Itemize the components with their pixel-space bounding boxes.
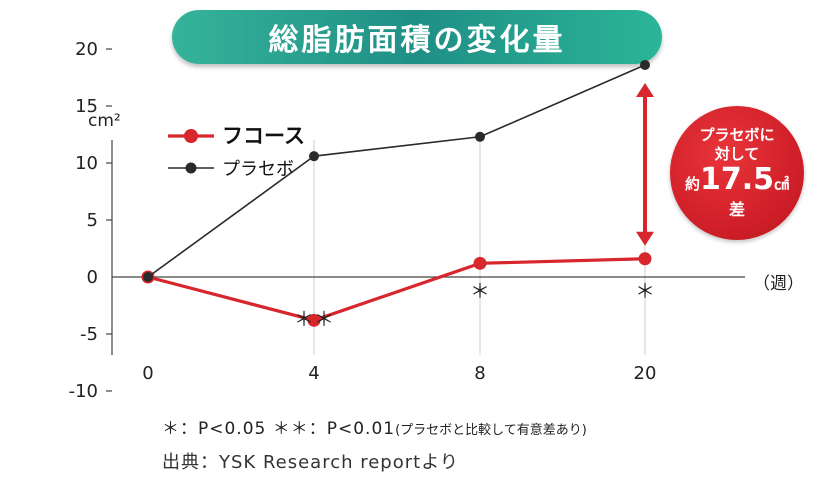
badge-unit: ㎠ — [774, 175, 790, 193]
title-banner: 総脂肪面積の変化量 — [172, 10, 662, 64]
legend-label-0: フコース — [222, 124, 305, 148]
x-tick-label: 8 — [474, 363, 485, 384]
badge-prefix: 約 — [684, 175, 700, 193]
difference-arrow-head-bottom — [636, 231, 654, 246]
legend-label-1: プラセボ — [222, 159, 294, 180]
chart-title: 総脂肪面積の変化量 — [268, 23, 566, 58]
significance-mark: ＊＊ — [294, 307, 334, 331]
x-tick-label: 20 — [634, 363, 657, 384]
badge-line2: 対して — [714, 145, 760, 163]
series-line-1 — [147, 64, 646, 278]
difference-badge: プラセボに 対して 約17.5㎠ 差 — [670, 106, 804, 240]
y-tick-label: 0 — [87, 267, 98, 288]
data-point-1 — [475, 131, 485, 142]
data-point-1 — [640, 59, 650, 70]
y-tick-label: 10 — [75, 153, 98, 174]
x-tick-label: 4 — [308, 363, 319, 384]
significance-mark: ＊ — [635, 279, 655, 303]
badge-line1: プラセボに — [699, 126, 775, 144]
data-point-1 — [143, 272, 153, 282]
significance-mark: ＊ — [470, 279, 490, 303]
x-unit-label: （週） — [753, 274, 804, 294]
y-tick-label: -5 — [80, 324, 98, 345]
y-tick-label: 15 — [75, 96, 98, 117]
data-point-1 — [309, 151, 319, 162]
source-footnote: 出典：YSK Research reportより — [162, 452, 459, 473]
y-tick-label: 5 — [87, 210, 98, 231]
y-tick-label: -10 — [69, 381, 98, 402]
legend-marker-0 — [184, 129, 198, 143]
significance-footnote: ＊：P<0.05 ＊＊：P<0.01(プラセボと比較して有意差あり) — [162, 414, 587, 439]
data-point-0 — [638, 252, 652, 266]
legend-marker-1 — [185, 162, 197, 174]
x-tick-label: 0 — [142, 363, 153, 384]
data-point-0 — [473, 256, 487, 270]
y-unit-label: cm² — [88, 111, 121, 131]
series-line-0 — [147, 257, 646, 322]
y-tick-label: 20 — [75, 39, 98, 60]
badge-value: 17.5 — [699, 162, 775, 197]
significance-note: (プラセボと比較して有意差あり) — [395, 423, 587, 438]
significance-text: ＊：P<0.05 ＊＊：P<0.01 — [162, 419, 396, 439]
badge-suffix: 差 — [728, 200, 745, 219]
badge-value-line: 約17.5㎠ — [685, 164, 789, 200]
data-point-0 — [307, 313, 321, 327]
difference-arrow-head-top — [636, 82, 654, 97]
